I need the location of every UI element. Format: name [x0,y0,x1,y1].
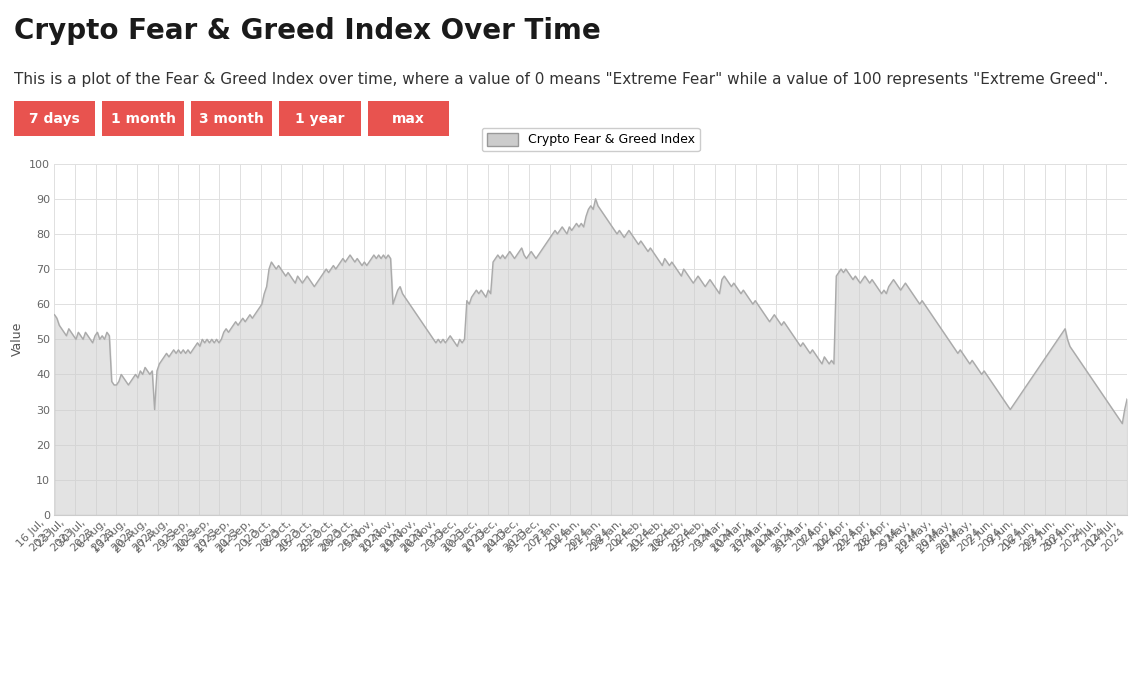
Text: 1 month: 1 month [110,112,176,125]
Legend: Crypto Fear & Greed Index: Crypto Fear & Greed Index [481,128,700,151]
Y-axis label: Value: Value [10,322,24,357]
Text: max: max [393,112,424,125]
Text: This is a plot of the Fear & Greed Index over time, where a value of 0 means "Ex: This is a plot of the Fear & Greed Index… [14,72,1108,87]
Text: 3 month: 3 month [199,112,264,125]
Text: 7 days: 7 days [30,112,79,125]
Text: Crypto Fear & Greed Index Over Time: Crypto Fear & Greed Index Over Time [14,17,600,45]
Text: 1 year: 1 year [295,112,345,125]
